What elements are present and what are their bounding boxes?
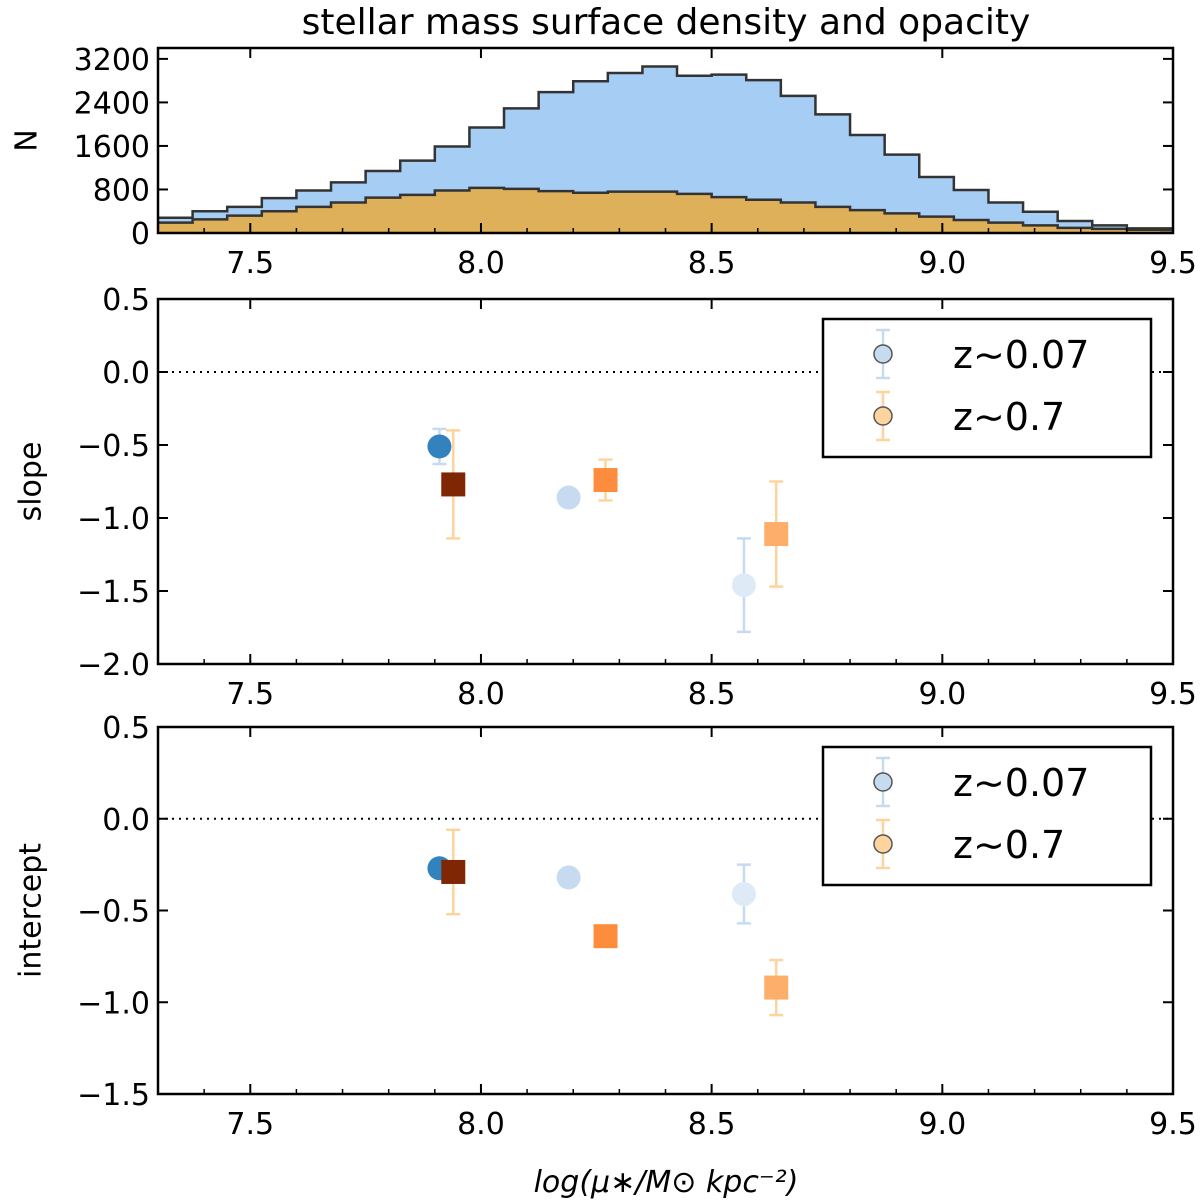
x-tick-label: 9.0 <box>918 677 966 712</box>
y-tick-label: 0.5 <box>102 711 150 746</box>
legend-marker <box>873 834 893 854</box>
y-tick-label: 800 <box>93 173 150 208</box>
plot-area <box>158 65 1173 233</box>
legend-label: z∼0.7 <box>953 823 1065 867</box>
y-axis-label: slope <box>14 442 49 522</box>
x-tick-label: 8.5 <box>688 677 736 712</box>
hist-fill-low-z <box>158 66 1173 233</box>
x-tick-label: 8.0 <box>457 1107 505 1142</box>
legend-label: z∼0.07 <box>953 761 1089 805</box>
x-tick-label: 7.5 <box>226 677 274 712</box>
x-tick-label: 9.0 <box>918 246 966 281</box>
x-tick-label: 8.0 <box>457 677 505 712</box>
y-tick-label: −0.5 <box>77 895 150 930</box>
data-point-square <box>593 468 618 493</box>
x-tick-label: 9.0 <box>918 1107 966 1142</box>
legend-marker <box>873 772 893 792</box>
legend: z∼0.07 z∼0.7 <box>821 317 1153 459</box>
data-point-square <box>764 522 789 547</box>
hist-step-low-z <box>158 65 1173 230</box>
y-tick-label: 3200 <box>74 43 150 78</box>
y-axis-label: N <box>10 129 45 151</box>
x-tick-label: 9.5 <box>1149 1107 1197 1142</box>
y-tick-label: −0.5 <box>77 429 150 464</box>
legend-label: z∼0.7 <box>953 395 1065 439</box>
legend-marker <box>873 344 893 364</box>
y-tick-label: −1.0 <box>77 502 150 537</box>
y-axis-label: intercept <box>14 843 49 978</box>
y-tick-label: −1.5 <box>77 1078 150 1113</box>
data-point-circle <box>731 881 756 906</box>
plot-area <box>158 371 1173 634</box>
data-point-square <box>593 924 618 949</box>
data-point-circle <box>556 865 581 890</box>
data-point-square <box>764 975 789 1000</box>
x-tick-label: 7.5 <box>226 246 274 281</box>
y-tick-label: −2.0 <box>77 648 150 683</box>
y-tick-label: 0 <box>131 217 150 252</box>
y-tick-label: −1.5 <box>77 575 150 610</box>
data-point-square <box>441 859 466 884</box>
y-tick-label: −1.0 <box>77 986 150 1021</box>
y-tick-label: 0.0 <box>102 803 150 838</box>
y-tick-label: 2400 <box>74 86 150 121</box>
legend: z∼0.07 z∼0.7 <box>821 745 1153 887</box>
histogram-panel: 7.5 8.0 8.5 9.0 9.5 0 800 1600 2400 3200 N <box>10 43 1197 281</box>
x-tick-label: 9.5 <box>1149 677 1197 712</box>
x-tick-label: 8.0 <box>457 246 505 281</box>
x-tick-label: 8.5 <box>688 246 736 281</box>
intercept-panel: z∼0.07 z∼0.7 7.5 8.0 8.5 9.0 9.5 0.5 0.0 −0.5 −1.0… <box>14 711 1197 1142</box>
hist-step-high-z <box>158 186 1173 232</box>
x-tick-label: 9.5 <box>1149 246 1197 281</box>
slope-panel: z∼0.07 z∼0.7 7.5 8.0 8.5 9.0 9.5 0.5 0.0 −0.5 −1.0… <box>14 283 1197 712</box>
y-tick-label: 1600 <box>74 130 150 165</box>
data-point-circle <box>556 485 581 510</box>
data-point-circle <box>731 573 756 598</box>
y-tick-label: 0.5 <box>102 283 150 318</box>
chart-title: stellar mass surface density and opacity <box>302 2 1031 43</box>
plot-area <box>158 817 1173 1017</box>
legend-label: z∼0.07 <box>953 333 1089 377</box>
hist-fill-high-z <box>158 187 1173 233</box>
x-axis-label: log(μ∗/M⊙ kpc⁻²) <box>534 1165 799 1200</box>
x-tick-label: 7.5 <box>226 1107 274 1142</box>
legend-box <box>821 317 1153 459</box>
y-tick-label: 0.0 <box>102 356 150 391</box>
x-tick-label: 8.5 <box>688 1107 736 1142</box>
legend-marker <box>873 406 893 426</box>
data-point-square <box>441 472 466 497</box>
legend-box <box>821 745 1153 887</box>
data-point-circle <box>427 434 452 459</box>
